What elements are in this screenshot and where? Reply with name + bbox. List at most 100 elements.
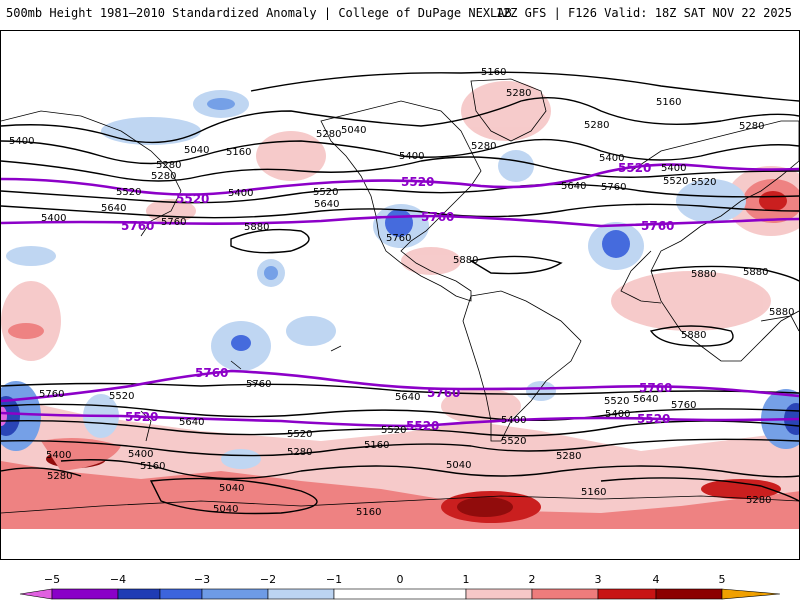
height-label: 5760 (671, 400, 696, 411)
height-label: 5280 (739, 121, 764, 132)
height-label: 5880 (681, 330, 706, 341)
colorbar-tick: −3 (194, 573, 210, 586)
height-label: 5400 (128, 449, 153, 460)
height-label: 5160 (356, 507, 381, 518)
height-label: 5160 (226, 147, 251, 158)
colorbar-tick: 5 (719, 573, 726, 586)
swatch-p5 (721, 588, 781, 600)
colorbar-tick: 2 (529, 573, 536, 586)
anomaly-positive (41, 437, 121, 471)
height-label: 5160 (581, 487, 606, 498)
swatch-p4 (655, 588, 723, 600)
purple-height-label: 5520 (618, 161, 651, 175)
anomaly-positive (8, 323, 44, 339)
anomaly-negative (207, 98, 235, 110)
height-label: 5280 (584, 120, 609, 131)
height-label: 5160 (140, 461, 165, 472)
height-label: 5280 (316, 129, 341, 140)
height-label: 5040 (219, 483, 244, 494)
height-label: 5640 (101, 203, 126, 214)
height-label: 5640 (561, 181, 586, 192)
height-label: 5040 (184, 145, 209, 156)
anomaly-negative (101, 117, 201, 145)
height-label: 5160 (656, 97, 681, 108)
coast-australia (760, 315, 799, 332)
anomaly-positive (457, 497, 513, 517)
height-label: 5640 (395, 392, 420, 403)
reference-contour-labels: 5520 5520 5520 5760 5760 5760 5760 5760 … (121, 161, 674, 433)
anomaly-positive (701, 479, 781, 499)
height-label: 5280 (156, 160, 181, 171)
height-label: 5400 (41, 213, 66, 224)
height-label: 5520 (109, 391, 134, 402)
swatch-n1 (267, 588, 335, 600)
purple-height-label: 5520 (176, 192, 209, 206)
coast-africa-west (620, 250, 662, 304)
height-label: 5280 (151, 171, 176, 182)
height-label: 5640 (633, 394, 658, 405)
coast-europe-africa (630, 120, 799, 362)
swatch-n4 (51, 588, 119, 600)
height-label: 5400 (501, 415, 526, 426)
colorbar-tick: −2 (260, 573, 276, 586)
height-label: 5520 (501, 436, 526, 447)
purple-height-label: 5760 (639, 381, 672, 395)
height-label: 5520 (663, 176, 688, 187)
height-label: 5880 (743, 267, 768, 278)
anomaly-positive (256, 131, 326, 181)
anomaly-negative (6, 246, 56, 266)
swatch-n2 (201, 588, 269, 600)
height-label: 5280 (506, 88, 531, 99)
anomaly-negative (498, 150, 534, 182)
anomaly-positive (759, 191, 787, 211)
height-label: 5640 (314, 199, 339, 210)
height-label: 5520 (116, 187, 141, 198)
anomaly-negative (676, 179, 746, 223)
purple-height-label: 5520 (406, 419, 439, 433)
coast-islands (230, 345, 342, 387)
colorbar-tick: −1 (326, 573, 342, 586)
purple-height-label: 5520 (125, 410, 158, 424)
purple-height-label: 5760 (121, 219, 154, 233)
height-label: 5280 (47, 471, 72, 482)
height-label: 5520 (604, 396, 629, 407)
reference-contours (1, 163, 799, 428)
colorbar-tick: −5 (44, 573, 60, 586)
anomaly-shading (1, 81, 799, 529)
coast-antarctica (1, 495, 799, 514)
swatch-n5 (19, 588, 53, 600)
colorbar-ticks: −5 −4 −3 −2 −1 0 1 2 3 4 5 (44, 573, 726, 586)
purple-height-label: 5520 (401, 175, 434, 189)
anomaly-map[interactable]: 5160 5280 5160 5280 5400 5280 5040 5160 … (0, 30, 800, 560)
height-label: 5280 (746, 495, 771, 506)
height-label: 5760 (161, 217, 186, 228)
height-label: 5760 (39, 389, 64, 400)
map-header: 500mb Height 1981–2010 Standardized Anom… (0, 0, 800, 30)
height-label: 5280 (287, 447, 312, 458)
colorbar-svg: −5 −4 −3 −2 −1 0 1 2 3 4 5 (19, 573, 781, 600)
contour-5760-north (1, 214, 799, 228)
coast-north-america (320, 100, 482, 302)
map-svg: 5160 5280 5160 5280 5400 5280 5040 5160 … (1, 67, 799, 529)
colorbar-tick: 4 (653, 573, 660, 586)
height-label: 5280 (471, 141, 496, 152)
anomaly-negative (526, 381, 556, 401)
height-label: 5400 (399, 151, 424, 162)
purple-height-label: 5760 (195, 366, 228, 380)
colorbar-tick: 3 (595, 573, 602, 586)
purple-height-label: 5760 (427, 386, 460, 400)
colorbar-tick: −4 (110, 573, 126, 586)
height-label: 5400 (599, 153, 624, 164)
height-label: 5760 (386, 233, 411, 244)
height-label: 5400 (228, 188, 253, 199)
height-label: 5160 (481, 67, 506, 78)
height-label: 5760 (601, 182, 626, 193)
purple-height-label: 5760 (421, 210, 454, 224)
height-label: 5880 (244, 222, 269, 233)
swatch-p2 (531, 588, 599, 600)
anomaly-negative (264, 266, 278, 280)
contour-labels: 5160 5280 5160 5280 5400 5280 5040 5160 … (9, 67, 794, 518)
anomaly-positive (461, 81, 551, 141)
height-label: 5760 (246, 379, 271, 390)
anomaly-negative (231, 335, 251, 351)
